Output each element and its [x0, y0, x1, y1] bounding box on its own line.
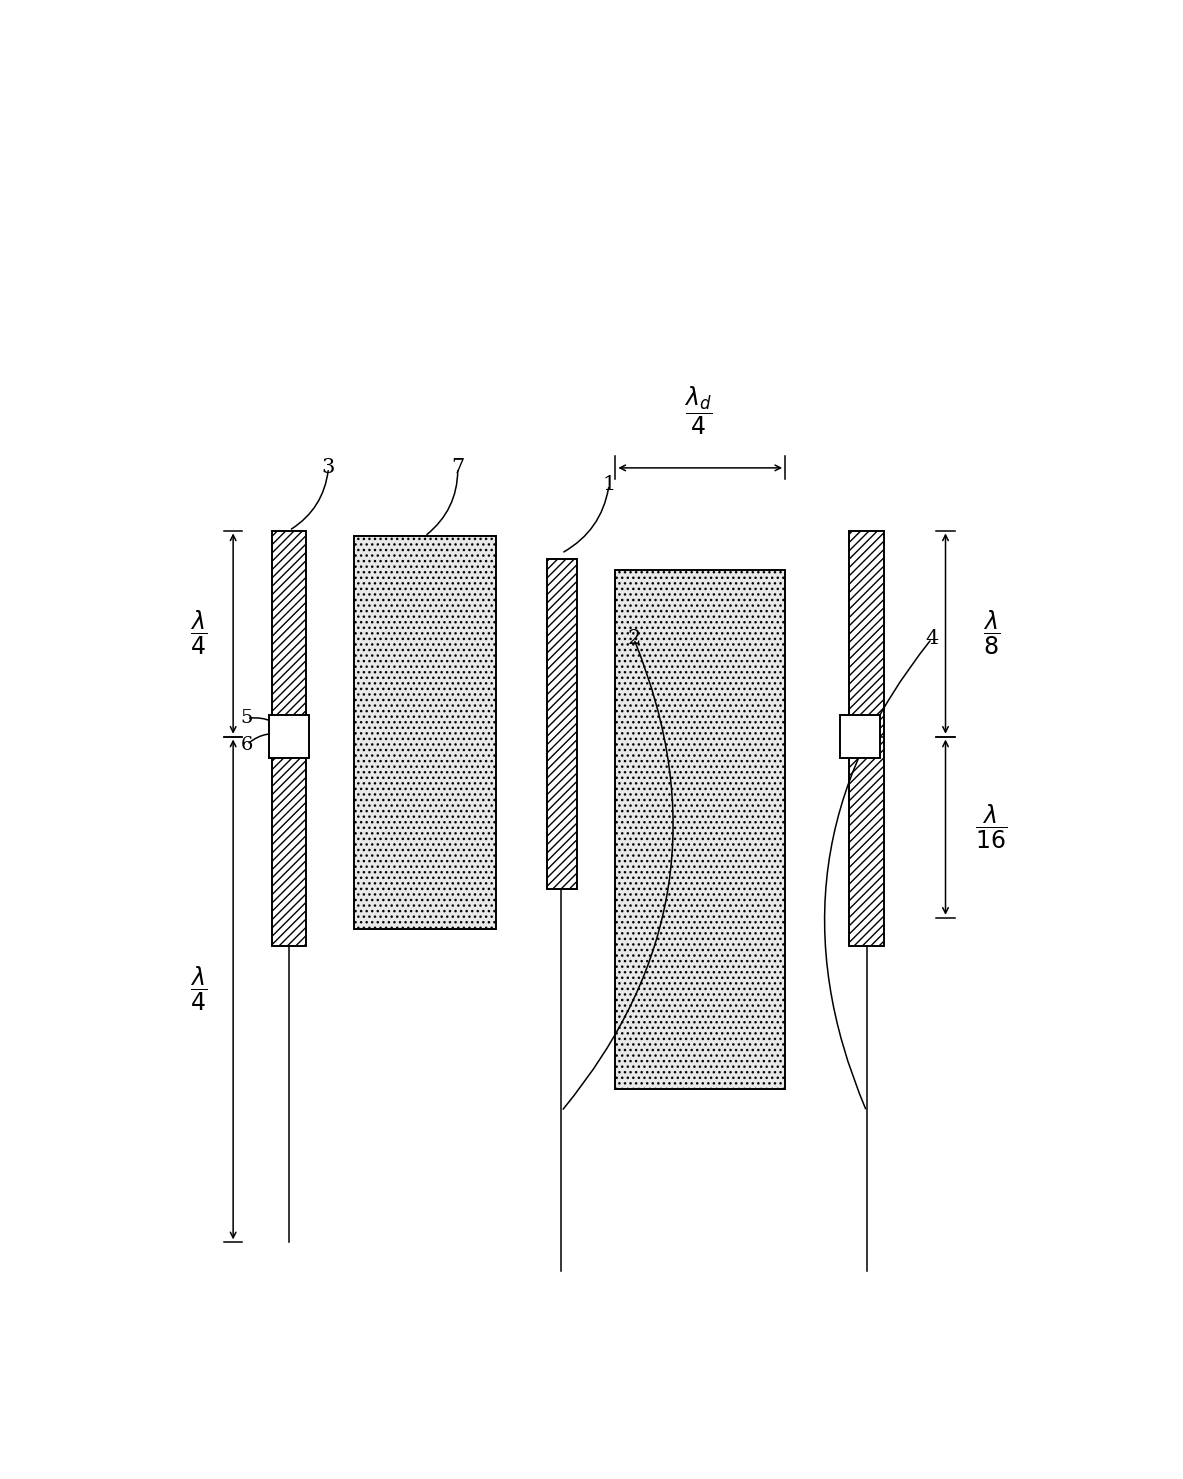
Text: 4: 4 [925, 629, 938, 648]
Bar [354, 537, 497, 929]
Text: 3: 3 [322, 458, 335, 478]
Text: 6: 6 [240, 735, 253, 754]
Bar [615, 571, 786, 1089]
Bar [269, 714, 309, 759]
Text: $\dfrac{\lambda}{8}$: $\dfrac{\lambda}{8}$ [983, 609, 1000, 657]
Text: 7: 7 [451, 458, 465, 478]
Text: 2: 2 [627, 629, 640, 648]
Bar [840, 714, 880, 759]
Text: $\dfrac{\lambda}{4}$: $\dfrac{\lambda}{4}$ [189, 964, 207, 1013]
Text: $\dfrac{\lambda}{4}$: $\dfrac{\lambda}{4}$ [189, 609, 207, 657]
Text: $\dfrac{\lambda_d}{4}$: $\dfrac{\lambda_d}{4}$ [684, 385, 712, 438]
Bar [849, 531, 884, 947]
Bar [272, 531, 306, 947]
Text: 1: 1 [602, 475, 615, 494]
Text: 5: 5 [240, 710, 253, 728]
Text: $\dfrac{\lambda}{16}$: $\dfrac{\lambda}{16}$ [975, 803, 1008, 850]
Bar [547, 559, 577, 889]
